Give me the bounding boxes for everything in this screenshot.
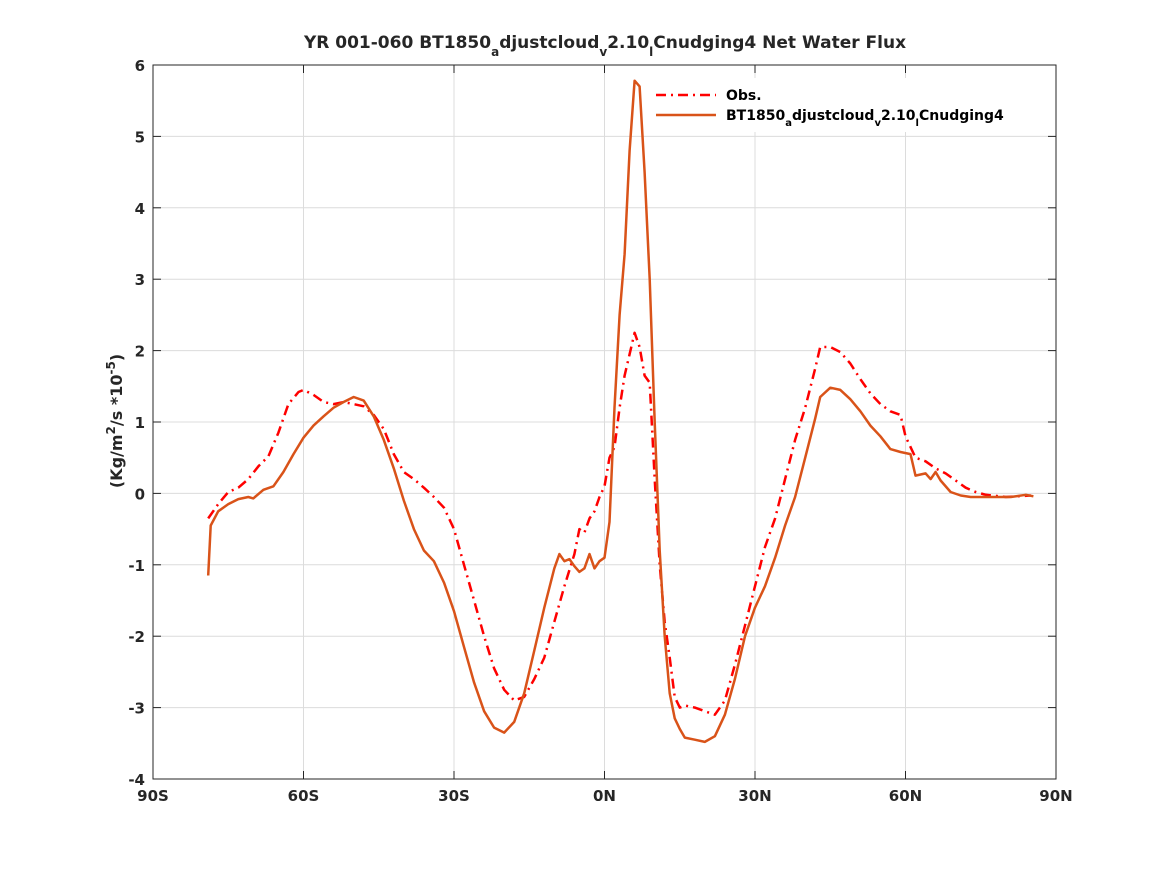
y-tick-label: 2 <box>135 343 145 361</box>
legend: Obs. BT1850adjustcloudv2.10lCnudging4 <box>646 78 1042 132</box>
x-tick-label: 90N <box>1039 787 1072 805</box>
series-line-obs <box>207 331 1031 716</box>
y-tick-label: -4 <box>128 771 145 789</box>
series-line-model <box>206 79 1034 744</box>
x-tick-label: 0N <box>593 787 616 805</box>
legend-label-obs: Obs. <box>726 88 762 104</box>
y-tick-label: 0 <box>135 485 145 503</box>
y-tick-label: 5 <box>135 128 145 146</box>
x-tick-label: 60S <box>288 787 320 805</box>
legend-box <box>646 78 1042 132</box>
y-tick-label: 3 <box>135 271 145 289</box>
chart-title: YR 001-060 BT1850adjustcloudv2.10lCnudgi… <box>303 33 906 59</box>
x-tick-label: 60N <box>889 787 922 805</box>
y-tick-label: -3 <box>128 700 145 718</box>
legend-label-model: BT1850adjustcloudv2.10lCnudging4 <box>726 108 1004 129</box>
y-tick-label: 4 <box>135 200 145 218</box>
y-tick-label: 1 <box>135 414 145 432</box>
y-tick-label: -1 <box>128 557 145 575</box>
tick-labels: 90S 60S 30S 0N 30N 60N 90N -4 -3 -2 -1 0 1 2 3 4 5 6 <box>128 57 1072 805</box>
y-tick-label: -2 <box>128 628 145 646</box>
x-tick-label: 30N <box>738 787 771 805</box>
x-tick-label: 30S <box>438 787 470 805</box>
x-tick-label: 90S <box>137 787 169 805</box>
axis-ticks <box>152 64 1057 780</box>
series-group <box>206 79 1034 744</box>
y-tick-label: 6 <box>135 57 145 75</box>
y-axis-label: (Kg/m2/s *10-5) <box>104 354 126 488</box>
